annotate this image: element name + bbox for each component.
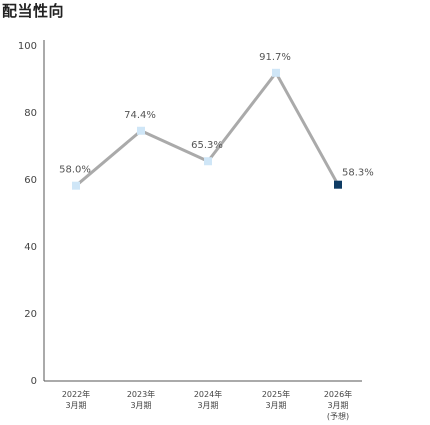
x-category-label: (予想)	[327, 411, 349, 421]
y-tick-label: 20	[24, 309, 37, 320]
y-tick-label: 40	[24, 242, 37, 253]
y-tick-label: 60	[24, 175, 37, 186]
x-category-label: 2024年	[194, 389, 222, 399]
y-tick-label: 80	[24, 108, 37, 119]
series-line	[74, 71, 340, 188]
data-point-marker	[72, 181, 80, 190]
x-category-label: 3月期	[327, 401, 348, 410]
y-axis-ticks: 0 20 40 60 80 100	[18, 41, 37, 387]
data-labels: 58.0% 74.4% 65.3% 91.7% 58.3%	[59, 52, 374, 179]
y-tick-label: 0	[31, 376, 37, 387]
x-category-label: 3月期	[265, 401, 286, 410]
data-value-label: 65.3%	[191, 140, 223, 151]
data-value-label: 58.0%	[59, 165, 91, 176]
data-value-label: 74.4%	[124, 110, 156, 121]
x-category-label: 2022年	[62, 389, 90, 399]
data-value-label: 58.3%	[342, 168, 374, 179]
x-category-label: 3月期	[197, 401, 218, 410]
x-category-label: 2025年	[262, 389, 290, 399]
data-value-label: 91.7%	[259, 52, 291, 63]
series-group	[72, 68, 342, 190]
x-category-label: 2026年	[324, 389, 352, 399]
x-category-label: 3月期	[130, 401, 151, 410]
chart-title: 配当性向	[2, 2, 65, 20]
data-point-marker	[272, 68, 280, 77]
data-point-marker	[137, 126, 145, 135]
x-axis-categories: 2022年 3月期 2023年 3月期 2024年 3月期 2025年 3月期 2026年 3月期…	[62, 389, 352, 421]
y-tick-label: 100	[18, 41, 37, 52]
forecast-point-marker	[334, 180, 342, 189]
x-category-label: 3月期	[65, 401, 86, 410]
data-point-marker	[204, 157, 212, 166]
x-category-label: 2023年	[127, 389, 155, 399]
